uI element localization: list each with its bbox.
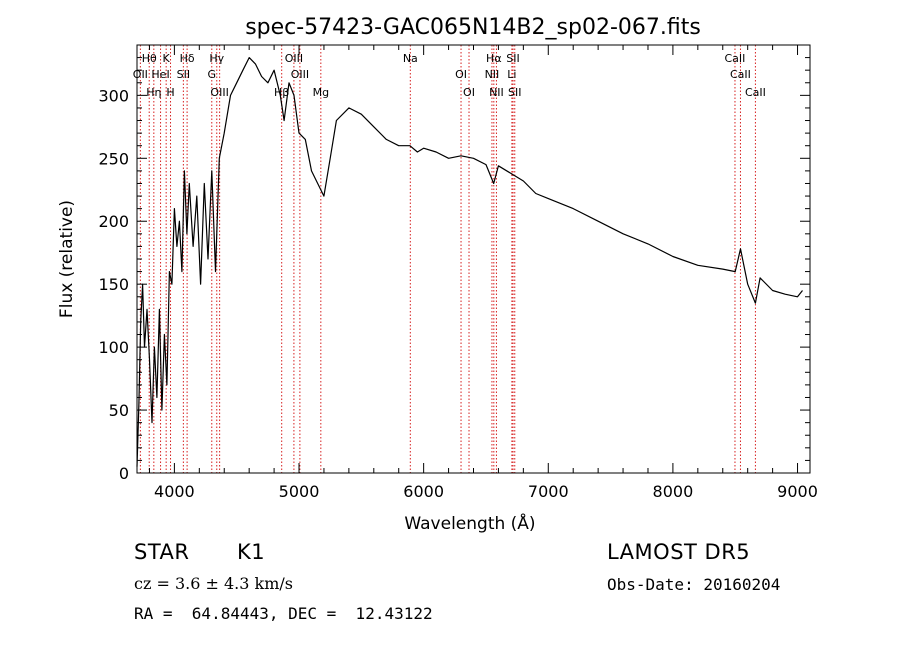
- spectral-line-labels: HθOIIHηKHeIHHδSIIOIIIHγGHβOIIIOIIIMgNaOI…: [133, 52, 766, 99]
- plot-axes: 4000 5000 6000 7000 8000 9000 0 50 100 150 200 250 3…: [98, 44, 818, 501]
- spectral-line-label: K: [163, 52, 171, 65]
- y-tick-label: 0: [119, 464, 129, 483]
- survey-release: LAMOST DR5: [607, 540, 751, 564]
- plot-frame: [136, 44, 811, 474]
- spectral-line-label: CaII: [745, 86, 766, 99]
- object-class: STAR: [134, 540, 190, 564]
- y-tick-label: 50: [109, 401, 129, 420]
- spectral-line-label: H: [166, 86, 174, 99]
- spectral-line-label: OII: [133, 68, 148, 81]
- spectral-line-label: CaII: [730, 68, 751, 81]
- spectral-line-label: NII: [485, 68, 500, 81]
- spectral-line-label: Hδ: [180, 52, 195, 65]
- spectral-line-label: NII: [489, 86, 504, 99]
- x-tick-label: 4000: [154, 482, 195, 501]
- y-tick-label: 100: [98, 338, 129, 357]
- x-tick-label: 8000: [653, 482, 694, 501]
- spectral-line-label: OI: [463, 86, 475, 99]
- spectral-line-label: OIII: [210, 86, 228, 99]
- spectral-line-label: OIII: [285, 52, 303, 65]
- spectral-line-label: SII: [506, 52, 519, 65]
- x-tick-label: 7000: [528, 482, 569, 501]
- spectral-line-markers: [139, 45, 756, 473]
- spectral-line-label: CaII: [725, 52, 746, 65]
- spectral-line-label: HeI: [151, 68, 169, 81]
- spectral-line-label: G: [208, 68, 217, 81]
- spectral-line-label: SII: [508, 86, 521, 99]
- y-tick-label: 200: [98, 212, 129, 231]
- spectral-line-label: Hβ: [274, 86, 289, 99]
- x-tick-label: 6000: [403, 482, 444, 501]
- redshift-velocity: cz = 3.6 ± 4.3 km/s: [134, 574, 293, 593]
- y-tick-label: 150: [98, 275, 129, 294]
- spectral-line-label: Hγ: [209, 52, 224, 65]
- y-tick-label: 300: [98, 86, 129, 105]
- y-axis-label: Flux (relative): [57, 200, 77, 318]
- coordinates: RA = 64.84443, DEC = 12.43122: [134, 604, 433, 623]
- spectral-line-label: Hθ: [142, 52, 157, 65]
- object-subclass: K1: [237, 540, 266, 564]
- observation-date: Obs-Date: 20160204: [607, 575, 781, 594]
- y-tick-label: 250: [98, 149, 129, 168]
- spectral-line-label: Na: [403, 52, 418, 65]
- chart-title: spec-57423-GAC065N14B2_sp02-067.fits: [245, 15, 701, 40]
- spectral-line-label: Hη: [146, 86, 161, 99]
- x-tick-label: 5000: [279, 482, 320, 501]
- spectral-line-label: OI: [455, 68, 467, 81]
- spectral-line-label: Hα: [486, 52, 502, 65]
- spectrum-line: [136, 56, 803, 467]
- spectral-line-label: Mg: [313, 86, 329, 99]
- spectral-line-label: SII: [177, 68, 190, 81]
- spectral-line-label: OIII: [291, 68, 309, 81]
- x-axis-label: Wavelength (Å): [404, 512, 535, 534]
- spectral-line-label: Li: [507, 68, 516, 81]
- x-tick-label: 9000: [777, 482, 818, 501]
- spectrum-series: [136, 56, 803, 467]
